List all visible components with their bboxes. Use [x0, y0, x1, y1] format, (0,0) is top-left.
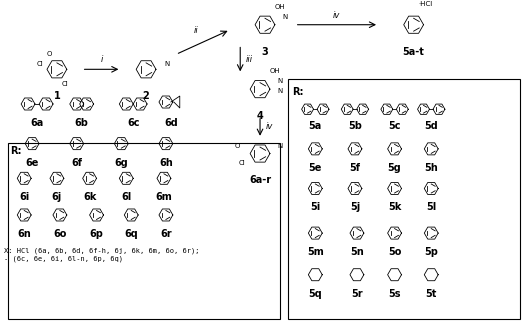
Text: 6a: 6a — [31, 118, 44, 128]
Text: 6e: 6e — [25, 157, 39, 167]
Bar — [288, 80, 521, 319]
Text: OH: OH — [270, 68, 280, 74]
Text: 6i: 6i — [19, 192, 30, 202]
Text: 6o: 6o — [53, 229, 67, 239]
Text: O: O — [46, 52, 52, 57]
Text: 6f: 6f — [71, 157, 82, 167]
Text: N: N — [164, 62, 169, 67]
Text: 5h: 5h — [425, 163, 438, 173]
Text: iv: iv — [266, 122, 274, 131]
Text: 5a-t: 5a-t — [403, 46, 425, 57]
Text: R:: R: — [293, 88, 304, 98]
Text: 5g: 5g — [388, 163, 401, 173]
Text: R:: R: — [11, 146, 22, 156]
Text: 5d: 5d — [425, 121, 438, 131]
Text: 5j: 5j — [350, 202, 360, 213]
Text: 5f: 5f — [350, 163, 361, 173]
Text: 5o: 5o — [388, 247, 401, 257]
Text: 5m: 5m — [307, 247, 324, 257]
Text: 6r: 6r — [160, 229, 172, 239]
Text: 6a-r: 6a-r — [249, 175, 271, 185]
Text: 5a: 5a — [309, 121, 322, 131]
Text: Cl: Cl — [36, 62, 43, 67]
Text: 6q: 6q — [124, 229, 138, 239]
Text: 5n: 5n — [350, 247, 364, 257]
Text: 5e: 5e — [308, 163, 322, 173]
Text: 6d: 6d — [164, 118, 178, 128]
Text: OH: OH — [275, 4, 286, 10]
Bar — [7, 143, 280, 319]
Text: 2: 2 — [143, 91, 149, 101]
Text: O: O — [235, 143, 240, 149]
Text: Cl: Cl — [61, 81, 68, 87]
Text: 6c: 6c — [127, 118, 139, 128]
Text: 5p: 5p — [425, 247, 438, 257]
Text: 5k: 5k — [388, 202, 401, 213]
Text: 6j: 6j — [52, 192, 62, 202]
Text: iii: iii — [246, 55, 253, 64]
Text: 4: 4 — [257, 111, 263, 121]
Text: ii: ii — [193, 26, 198, 35]
Text: 5c: 5c — [388, 121, 401, 131]
Text: N: N — [278, 88, 283, 94]
Text: i: i — [100, 55, 102, 64]
Text: N: N — [278, 143, 283, 149]
Text: 5b: 5b — [348, 121, 362, 131]
Text: Cl: Cl — [239, 160, 245, 166]
Text: 1: 1 — [53, 91, 60, 101]
Text: 6g: 6g — [115, 157, 128, 167]
Text: 6l: 6l — [121, 192, 131, 202]
Text: 5s: 5s — [388, 289, 401, 298]
Text: 6p: 6p — [90, 229, 103, 239]
Text: 6m: 6m — [156, 192, 172, 202]
Text: 6b: 6b — [75, 118, 89, 128]
Text: N: N — [278, 78, 283, 84]
Text: 6h: 6h — [159, 157, 173, 167]
Text: 5q: 5q — [308, 289, 322, 298]
Text: 6n: 6n — [17, 229, 31, 239]
Text: 5r: 5r — [351, 289, 363, 298]
Text: N: N — [283, 14, 288, 20]
Text: X: HCl (6a, 6b, 6d, 6f-h, 6j, 6k, 6m, 6o, 6r);
- (6c, 6e, 6i, 6l-n, 6p, 6q): X: HCl (6a, 6b, 6d, 6f-h, 6j, 6k, 6m, 6o… — [4, 248, 200, 262]
Text: 5t: 5t — [426, 289, 437, 298]
Text: iv: iv — [333, 11, 340, 20]
Text: 5i: 5i — [310, 202, 320, 213]
Text: 3: 3 — [261, 46, 268, 57]
Text: 5l: 5l — [426, 202, 436, 213]
Text: 6k: 6k — [83, 192, 96, 202]
Text: ·HCl: ·HCl — [419, 1, 433, 7]
